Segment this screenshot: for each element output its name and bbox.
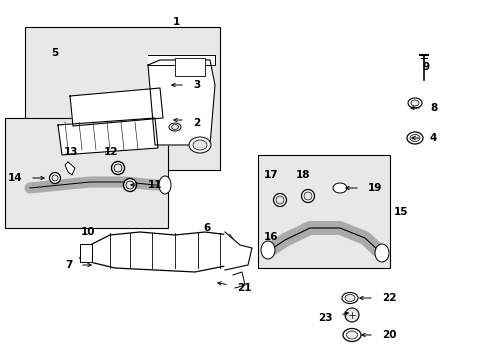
Text: 20: 20 bbox=[381, 330, 396, 340]
Polygon shape bbox=[224, 232, 251, 270]
Ellipse shape bbox=[169, 123, 181, 131]
Ellipse shape bbox=[409, 135, 419, 141]
Ellipse shape bbox=[345, 294, 354, 302]
Ellipse shape bbox=[304, 192, 311, 200]
Text: 8: 8 bbox=[429, 103, 436, 113]
Text: 4: 4 bbox=[429, 133, 436, 143]
Bar bbox=[175, 58, 204, 76]
Text: 1: 1 bbox=[172, 17, 179, 27]
Text: 22: 22 bbox=[381, 293, 396, 303]
Polygon shape bbox=[70, 88, 163, 126]
Ellipse shape bbox=[193, 140, 206, 150]
Ellipse shape bbox=[49, 172, 61, 184]
Ellipse shape bbox=[111, 162, 124, 175]
Ellipse shape bbox=[374, 244, 388, 262]
Text: 19: 19 bbox=[367, 183, 382, 193]
Text: 13: 13 bbox=[63, 147, 78, 157]
Text: 5: 5 bbox=[51, 48, 59, 58]
Text: 18: 18 bbox=[295, 170, 309, 180]
Text: 16: 16 bbox=[263, 232, 278, 242]
Ellipse shape bbox=[346, 331, 357, 339]
Polygon shape bbox=[80, 244, 92, 262]
Ellipse shape bbox=[52, 175, 58, 181]
Polygon shape bbox=[232, 272, 244, 288]
Bar bbox=[5, 118, 168, 228]
Ellipse shape bbox=[261, 241, 274, 259]
Ellipse shape bbox=[341, 292, 357, 303]
Ellipse shape bbox=[171, 125, 178, 130]
Bar bbox=[258, 155, 389, 268]
Polygon shape bbox=[65, 162, 75, 175]
Bar bbox=[25, 27, 220, 170]
Circle shape bbox=[345, 308, 358, 322]
Text: 7: 7 bbox=[65, 260, 73, 270]
Text: 11: 11 bbox=[148, 180, 162, 190]
Text: 9: 9 bbox=[422, 62, 428, 72]
Ellipse shape bbox=[159, 176, 171, 194]
Polygon shape bbox=[58, 118, 158, 155]
Ellipse shape bbox=[301, 189, 314, 202]
Ellipse shape bbox=[126, 181, 134, 189]
Ellipse shape bbox=[342, 328, 360, 342]
Text: 17: 17 bbox=[263, 170, 278, 180]
Text: 2: 2 bbox=[193, 118, 200, 128]
Text: 3: 3 bbox=[193, 80, 200, 90]
Text: 6: 6 bbox=[203, 223, 210, 233]
Text: 14: 14 bbox=[7, 173, 22, 183]
Ellipse shape bbox=[189, 137, 210, 153]
Text: 23: 23 bbox=[318, 313, 332, 323]
Ellipse shape bbox=[273, 194, 286, 207]
Ellipse shape bbox=[114, 164, 122, 172]
Ellipse shape bbox=[407, 98, 421, 108]
Ellipse shape bbox=[410, 100, 418, 106]
Ellipse shape bbox=[332, 183, 346, 193]
Text: 15: 15 bbox=[393, 207, 407, 217]
Ellipse shape bbox=[123, 179, 136, 192]
Text: 21: 21 bbox=[237, 283, 251, 293]
Text: 12: 12 bbox=[103, 147, 118, 157]
Ellipse shape bbox=[275, 196, 284, 204]
Polygon shape bbox=[80, 232, 240, 272]
Ellipse shape bbox=[406, 132, 422, 144]
Polygon shape bbox=[148, 60, 215, 145]
Text: 10: 10 bbox=[81, 227, 95, 237]
Polygon shape bbox=[148, 55, 215, 65]
